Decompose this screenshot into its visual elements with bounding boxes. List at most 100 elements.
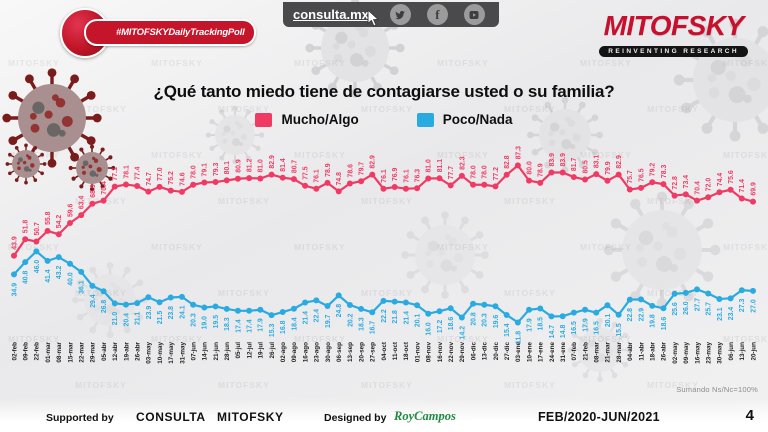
data-point	[481, 301, 488, 308]
data-label: 77.5	[303, 166, 310, 180]
svg-text:24-ene: 24-ene	[549, 342, 556, 362]
data-label: 74.7	[146, 172, 153, 186]
virus-shape	[401, 211, 489, 299]
data-point	[134, 183, 141, 190]
svg-text:07-feb: 07-feb	[571, 342, 578, 361]
data-point	[671, 192, 678, 199]
watermark-text: MITOFSKY	[75, 288, 127, 298]
svg-text:02-feb: 02-feb	[11, 342, 18, 361]
svg-text:09-feb: 09-feb	[22, 342, 29, 361]
data-label: 24.8	[336, 304, 343, 318]
data-label: 43.2	[56, 265, 63, 279]
survey-period: FEB/2020-JUN/2021	[538, 410, 660, 424]
data-label: 77.0	[157, 167, 164, 181]
data-point	[33, 238, 40, 245]
data-label: 82.3	[459, 156, 466, 170]
data-label: 17.9	[258, 318, 265, 332]
svg-text:23-ago: 23-ago	[314, 342, 321, 362]
virus-shape	[68, 144, 116, 192]
methodology-note: Sumando Ns/Nc=100%	[676, 385, 758, 394]
data-point	[257, 306, 264, 313]
watermark-text: MITOFSKY	[723, 242, 768, 252]
svg-text:19-jul: 19-jul	[258, 342, 265, 359]
svg-text:30-ago: 30-ago	[325, 342, 332, 362]
data-point	[44, 227, 51, 234]
data-label: 16.5	[571, 321, 578, 335]
data-point	[302, 182, 309, 189]
data-label: 51.8	[23, 220, 30, 234]
data-point	[167, 294, 174, 301]
watermark-text: MITOFSKY	[8, 334, 60, 344]
data-label: 80.9	[235, 159, 242, 173]
svg-text:06-sep: 06-sep	[336, 342, 343, 362]
svg-text:04-abr: 04-abr	[627, 341, 634, 360]
facebook-icon[interactable]: f	[426, 4, 448, 25]
data-label: 16.5	[594, 321, 601, 335]
data-label: 27.7	[694, 298, 701, 312]
data-label: 17.2	[437, 320, 444, 334]
data-point	[89, 200, 96, 207]
virus-shape	[72, 262, 148, 338]
data-label: 76.1	[403, 169, 410, 183]
data-point	[290, 305, 297, 312]
data-point	[425, 175, 432, 182]
data-label: 73.4	[683, 175, 690, 189]
data-point	[436, 175, 443, 182]
svg-text:21-feb: 21-feb	[582, 342, 589, 361]
svg-text:05-abr: 05-abr	[101, 341, 108, 360]
data-point	[470, 181, 477, 188]
youtube-icon[interactable]	[463, 4, 485, 25]
data-label: 78.0	[482, 165, 489, 179]
x-axis-labels: 02-feb 09-feb 22-feb 01-mar 08-mar 15-mar 22-m…	[11, 341, 757, 364]
data-point	[727, 186, 734, 193]
data-label: 26.8	[101, 300, 108, 314]
data-label: 80.0	[526, 161, 533, 175]
data-point	[503, 311, 510, 318]
data-label: 21.5	[157, 311, 164, 325]
data-label: 50.7	[34, 222, 41, 236]
badge-pill: #MITOFSKYDailyTrackingPoll	[84, 19, 256, 46]
data-point	[201, 304, 208, 311]
watermark-text: MITOFSKY	[75, 380, 127, 390]
consulta-link[interactable]: consulta.mx	[293, 7, 369, 22]
data-label: 76.3	[414, 169, 421, 183]
chart-title: ¿Qué tanto miedo tiene de contagiarse us…	[153, 82, 615, 101]
data-point	[447, 182, 454, 189]
watermark-text: MITOFSKY	[504, 288, 556, 298]
data-label: 16.7	[370, 321, 377, 335]
watermark-text: MITOFSKY	[437, 58, 489, 68]
data-label: 40.8	[23, 270, 30, 284]
data-label: 18.6	[661, 317, 668, 331]
data-label: 76.1	[381, 169, 388, 183]
watermark-text: MITOFSKY	[504, 196, 556, 206]
data-label: 80.5	[582, 160, 589, 174]
data-label: 23.9	[146, 306, 153, 320]
data-label: 18.6	[448, 317, 455, 331]
data-point	[313, 297, 320, 304]
data-point	[514, 162, 521, 169]
data-label: 18.3	[224, 317, 231, 331]
data-label: 34.9	[11, 283, 18, 297]
data-point	[481, 181, 488, 188]
svg-text:23-may: 23-may	[706, 342, 713, 364]
data-label: 21.4	[303, 311, 310, 325]
data-point	[638, 184, 645, 191]
twitter-icon[interactable]	[389, 4, 411, 25]
data-point	[660, 305, 667, 312]
data-label: 20.4	[123, 313, 130, 327]
data-point	[324, 303, 331, 310]
data-label: 21.8	[392, 310, 399, 324]
data-point	[694, 197, 701, 204]
data-label: 82.8	[504, 155, 511, 169]
legend-item-poco-nada: Poco/Nada	[416, 112, 513, 127]
designed-by-label: Designed by	[324, 412, 387, 424]
data-point	[246, 175, 253, 182]
data-point	[369, 309, 376, 316]
data-point	[604, 302, 611, 309]
watermark-text: MITOFSKY	[580, 334, 632, 344]
data-label: 55.8	[45, 211, 52, 225]
svg-text:16-may: 16-may	[694, 342, 701, 364]
mitofsky-tagline: REINVENTING RESEARCH	[599, 46, 748, 57]
data-label: 14.2	[459, 326, 466, 340]
